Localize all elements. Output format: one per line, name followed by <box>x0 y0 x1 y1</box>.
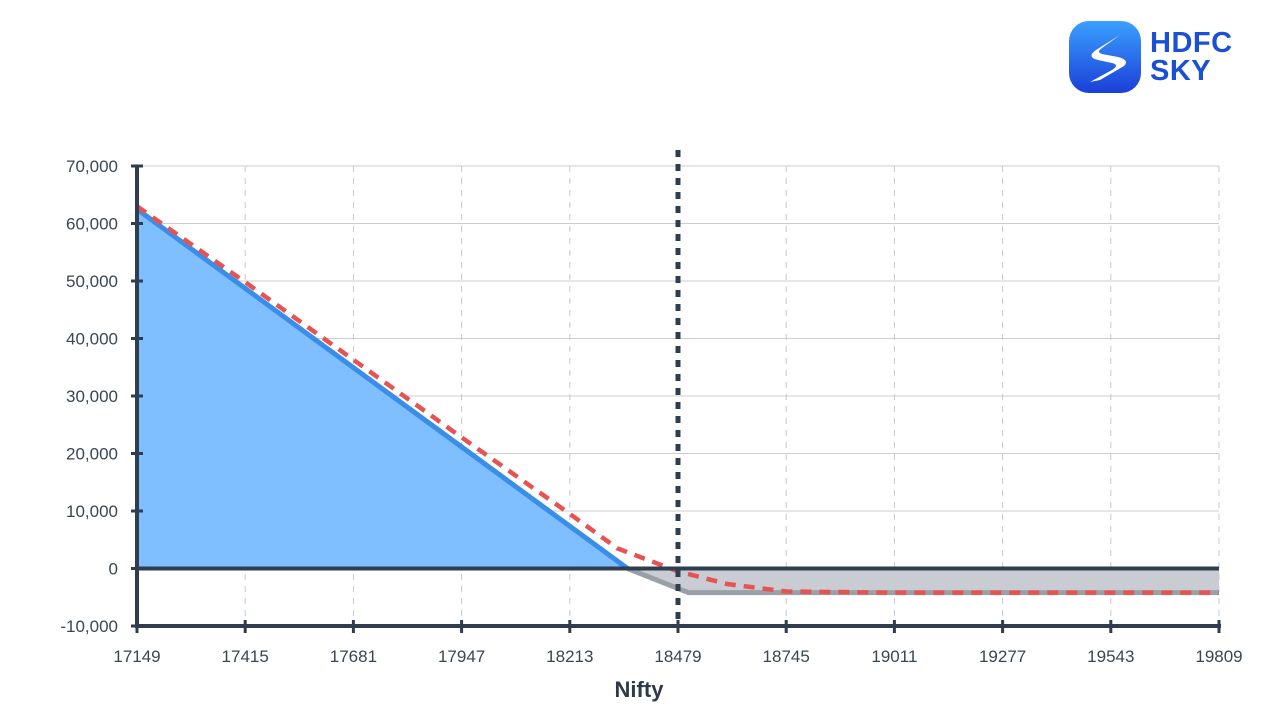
x-tick-label: 17681 <box>330 647 377 666</box>
y-tick-label: 0 <box>109 560 118 579</box>
y-tick-label: 20,000 <box>66 445 118 464</box>
logo-wordmark: HDFC SKY <box>1150 27 1233 87</box>
x-tick-label: 18479 <box>654 647 701 666</box>
y-tick-label: -10,000 <box>60 617 118 636</box>
y-tick-label: 40,000 <box>66 330 118 349</box>
y-tick-label: 50,000 <box>66 272 118 291</box>
x-axis-title: Nifty <box>615 677 665 702</box>
payoff-lines <box>135 204 1219 596</box>
x-tick-label: 19809 <box>1195 647 1242 666</box>
x-tick-label: 18745 <box>763 647 810 666</box>
y-tick-label: 70,000 <box>66 157 118 176</box>
x-tick-label: 19277 <box>979 647 1026 666</box>
payoff-line-dashed <box>135 204 1219 595</box>
x-tick-label: 19011 <box>871 647 917 666</box>
x-tick-label: 17415 <box>222 647 269 666</box>
logo-line-2: SKY <box>1150 55 1212 87</box>
logo-line-1: HDFC <box>1150 27 1233 59</box>
y-tick-label: 30,000 <box>66 387 118 406</box>
tick-labels: -10,000 0 10,000 20,000 30,000 40,000 50,000 60… <box>60 157 1242 666</box>
hdfc-sky-s-icon <box>1069 21 1141 93</box>
loss-area <box>627 568 1219 593</box>
x-tick-label: 17149 <box>113 647 160 666</box>
x-tick-label: 18213 <box>546 647 593 666</box>
y-tick-label: 60,000 <box>66 215 118 234</box>
chart-axes <box>131 150 1221 633</box>
y-tick-label: 10,000 <box>66 502 118 521</box>
x-tick-label: 19543 <box>1087 647 1134 666</box>
payoff-line-loss <box>626 566 1219 596</box>
payoff-line-profit <box>135 207 630 571</box>
x-tick-label: 17947 <box>438 647 485 666</box>
hdfc-sky-logo: HDFC SKY <box>1068 20 1233 94</box>
